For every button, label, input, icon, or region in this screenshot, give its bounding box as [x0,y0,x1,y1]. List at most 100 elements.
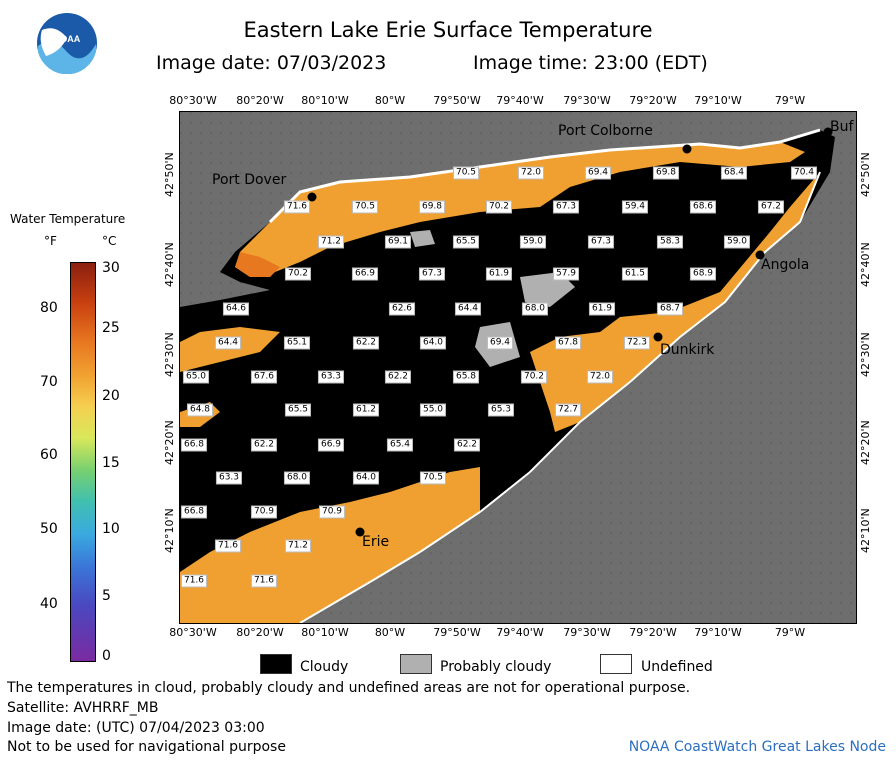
temperature-label: 70.4 [790,166,818,180]
disclaimer-text: The temperatures in cloud, probably clou… [7,680,691,696]
temperature-label: 59.0 [723,235,751,249]
temperature-label: 68.4 [720,166,748,180]
temperature-label: 72.0 [586,370,614,384]
temperature-label: 68.7 [656,302,684,316]
legend-color-bar [70,262,96,662]
undefined-swatch [600,654,632,674]
map-panel: Port Colborne Port Dover Angola Dunkirk … [179,111,857,624]
legend-c-tick: 0 [102,648,111,664]
legend-c-tick: 10 [102,521,120,537]
lon-label: 80°10'W [301,626,349,639]
temperature-label: 72.7 [554,403,582,417]
lon-label: 80°30'W [169,626,217,639]
temperature-label: 71.2 [284,539,312,553]
temperature-label: 68.0 [521,302,549,316]
temperature-label: 66.9 [317,438,345,452]
undefined-shoreline [268,128,821,224]
map-svg [180,112,856,623]
angola-label: Angola [761,257,810,273]
temperature-label: 70.5 [419,471,447,485]
erie-marker [355,527,365,537]
angola-marker [755,250,765,260]
lon-label: 79°W [774,94,806,107]
southeast-shore-warm-water [530,172,820,432]
lon-label: 79°50'W [433,94,481,107]
temperature-label: 70.2 [520,370,548,384]
temperature-label: 62.2 [250,438,278,452]
temperature-label: 69.1 [384,235,412,249]
temperature-label: 65.5 [284,403,312,417]
temperature-label: 71.6 [250,574,278,588]
lon-label: 79°W [774,626,806,639]
temperature-label: 70.2 [485,200,513,214]
temperature-label: 64.4 [214,336,242,350]
image-date: Image date: 07/03/2023 [156,52,387,74]
map-title: Eastern Lake Erie Surface Temperature [243,18,653,42]
temperature-label: 71.6 [180,574,208,588]
legend-f-tick: 70 [40,374,58,390]
probably-cloudy-patch [410,230,435,247]
temperature-label: 69.4 [486,336,514,350]
lon-label: 79°20'W [629,94,677,107]
erie-label: Erie [362,534,390,550]
lon-label: 79°30'W [563,626,611,639]
lon-label: 80°W [374,94,406,107]
lon-label: 79°40'W [496,626,544,639]
north-shore-cool-band [235,252,280,277]
lon-label: 80°20'W [236,94,284,107]
temperature-label: 71.2 [317,235,345,249]
temperature-label: 59.4 [621,200,649,214]
lat-label: 42°20'N [163,420,176,465]
lon-label: 79°30'W [563,94,611,107]
western-warm-patch [180,327,280,372]
lat-label: 42°30'N [163,332,176,377]
temperature-label: 57.9 [552,267,580,281]
probably-cloudy-swatch [400,654,432,674]
temperature-label: 66.8 [180,505,208,519]
temperature-label: 65.1 [283,336,311,350]
buffalo-label: Buf [830,119,854,135]
probably-cloudy-patch [520,272,575,307]
port-dover-marker [307,192,317,202]
temperature-label: 67.3 [587,235,615,249]
temperature-label: 70.9 [250,505,278,519]
undefined-label: Undefined [641,659,713,675]
temperature-label: 61.2 [352,403,380,417]
temperature-label: 65.4 [386,438,414,452]
legend-unit-f: °F [44,234,57,248]
temperature-label: 68.0 [283,471,311,485]
temperature-label: 70.5 [351,200,379,214]
temperature-label: 62.6 [388,302,416,316]
temperature-label: 67.8 [554,336,582,350]
temperature-label: 65.3 [487,403,515,417]
lake-erie-water [180,130,835,623]
legend-f-tick: 80 [40,300,58,316]
temperature-label: 67.3 [552,200,580,214]
noaa-logo-text: NOAA [54,34,81,44]
temperature-label: 63.3 [215,471,243,485]
lon-label: 79°10'W [694,626,742,639]
temperature-label: 64.4 [454,302,482,316]
temperature-label: 55.0 [419,403,447,417]
noaa-logo: NOAA [36,12,98,75]
temperature-label: 66.8 [180,438,208,452]
temperature-label: 69.8 [652,166,680,180]
lon-label: 80°W [374,626,406,639]
temperature-label: 72.3 [623,336,651,350]
temperature-label: 70.2 [284,267,312,281]
lat-label: 42°50'N [859,152,872,197]
lat-label: 42°10'N [859,508,872,553]
undefined-southshore [299,171,821,623]
lon-label: 80°10'W [301,94,349,107]
port-dover-label: Port Dover [212,172,287,188]
lat-label: 42°10'N [163,508,176,553]
temperature-label: 62.2 [453,438,481,452]
dunkirk-label: Dunkirk [660,342,715,358]
temperature-label: 65.5 [452,235,480,249]
temperature-label: 67.6 [250,370,278,384]
temperature-label: 69.4 [584,166,612,180]
temperature-label: 64.8 [186,403,214,417]
temperature-label: 61.9 [588,302,616,316]
port-colborne-marker [682,144,692,154]
probably-cloudy-label: Probably cloudy [440,659,552,675]
